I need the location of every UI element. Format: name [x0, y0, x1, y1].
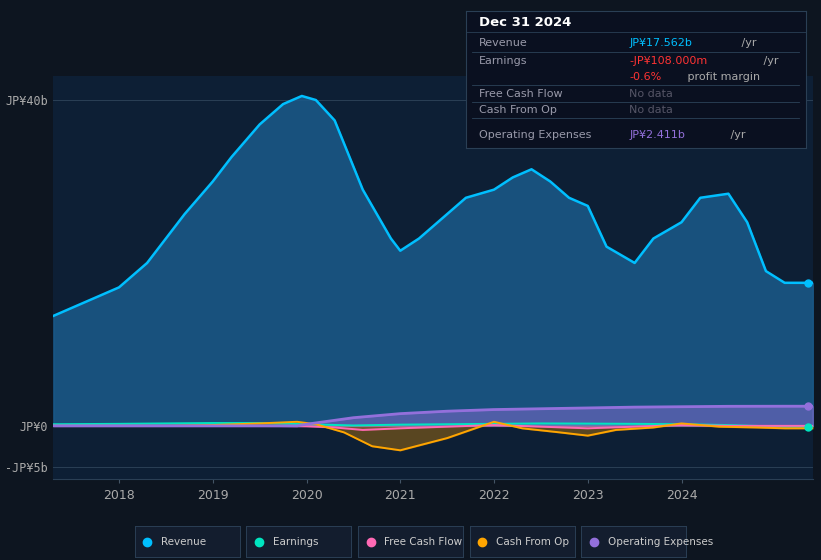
Text: Free Cash Flow: Free Cash Flow [479, 88, 562, 99]
Text: profit margin: profit margin [684, 72, 759, 82]
Text: Revenue: Revenue [161, 537, 206, 547]
Text: Operating Expenses: Operating Expenses [608, 537, 713, 547]
Text: JP¥17.562b: JP¥17.562b [629, 38, 692, 48]
Text: Operating Expenses: Operating Expenses [479, 130, 591, 139]
Text: Free Cash Flow: Free Cash Flow [384, 537, 462, 547]
Text: No data: No data [629, 88, 673, 99]
Text: Earnings: Earnings [273, 537, 318, 547]
Text: /yr: /yr [760, 55, 778, 66]
Text: -0.6%: -0.6% [629, 72, 661, 82]
Text: /yr: /yr [738, 38, 757, 48]
Text: No data: No data [629, 105, 673, 115]
Text: Cash From Op: Cash From Op [496, 537, 569, 547]
Text: JP¥2.411b: JP¥2.411b [629, 130, 685, 139]
Text: Cash From Op: Cash From Op [479, 105, 557, 115]
Text: Earnings: Earnings [479, 55, 528, 66]
Bar [466, 11, 806, 32]
Text: /yr: /yr [727, 130, 745, 139]
Text: -JP¥108.000m: -JP¥108.000m [629, 55, 708, 66]
Text: Revenue: Revenue [479, 38, 528, 48]
Text: Dec 31 2024: Dec 31 2024 [479, 16, 571, 29]
